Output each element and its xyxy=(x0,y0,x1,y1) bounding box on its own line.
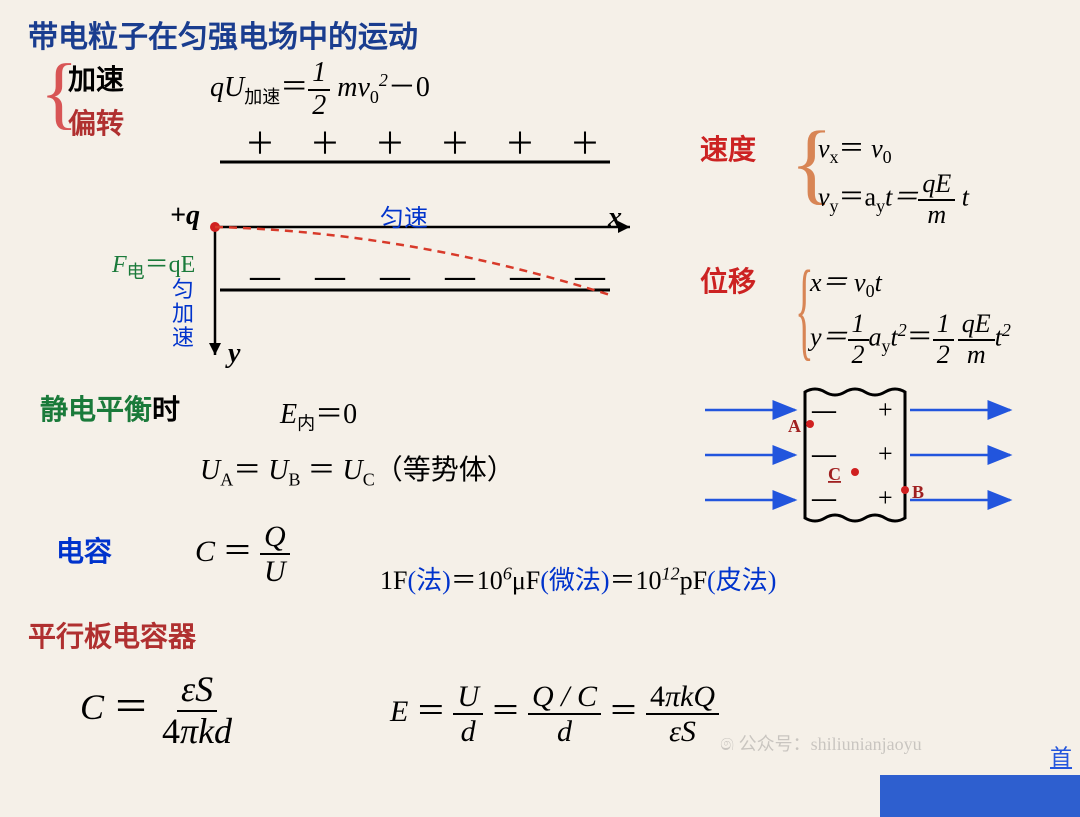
plus-q-label: +q xyxy=(170,200,200,232)
velocity-vx: vx＝ v0 xyxy=(818,128,892,168)
velocity-vy: vy＝ayt＝qEm t xyxy=(818,170,969,229)
x-axis-label: x xyxy=(608,202,622,234)
svg-text:＋: ＋ xyxy=(505,130,535,161)
svg-text:＋: ＋ xyxy=(440,130,470,161)
e-inner-formula: E内＝0 xyxy=(280,392,357,436)
bottom-bar xyxy=(880,775,1080,817)
svg-text:—: — xyxy=(314,260,346,293)
svg-text:+: + xyxy=(878,395,893,424)
deflection-diagram: ＋ ＋ ＋ ＋ ＋ ＋ — — — — — — xyxy=(150,130,640,370)
displacement-y: y＝12ayt2＝12qEmt2 xyxy=(810,310,1011,369)
parallel-plate-e-formula: E ＝ Ud ＝ Q / Cd ＝ 4πkQεS xyxy=(390,680,719,748)
svg-text:—: — xyxy=(811,486,837,512)
svg-text:＋: ＋ xyxy=(375,130,405,161)
capacitance-units: 1F(法)＝106μF(微法)＝1012pF(皮法) xyxy=(380,560,776,597)
page-link: 首 xyxy=(1050,740,1072,772)
accel-label: 加速 xyxy=(68,58,124,98)
svg-text:＋: ＋ xyxy=(570,130,600,161)
displacement-title: 位移 xyxy=(700,260,756,300)
velocity-title: 速度 xyxy=(700,128,756,168)
equilibrium-title: 静电平衡时 xyxy=(40,388,180,428)
svg-text:—: — xyxy=(811,398,837,424)
svg-text:—: — xyxy=(444,260,476,293)
deflect-label: 偏转 xyxy=(68,102,124,142)
svg-text:C: C xyxy=(828,464,841,484)
uniform-accel-label: 匀加速 xyxy=(172,278,196,351)
parallel-plate-c-formula: C ＝ εS4πkd xyxy=(80,670,236,751)
parallel-plate-title: 平行板电容器 xyxy=(28,615,196,655)
svg-text:A: A xyxy=(788,416,801,436)
uniform-speed-label: 匀速 xyxy=(380,198,428,233)
y-axis-label: y xyxy=(228,338,240,370)
svg-text:B: B xyxy=(912,482,924,502)
svg-text:+: + xyxy=(878,483,893,512)
page-title: 带电粒子在匀强电场中的运动 xyxy=(28,12,418,56)
svg-text:—: — xyxy=(379,260,411,293)
svg-text:＋: ＋ xyxy=(310,130,340,161)
accel-formula: qU加速＝12 mv02－0 xyxy=(210,58,430,122)
equilibrium-diagram: — + — + — + A B C xyxy=(700,380,1080,540)
svg-text:＋: ＋ xyxy=(245,130,275,161)
u-equal-formula: UA＝ UB ＝ UC（等势体） xyxy=(200,448,515,491)
capacitance-formula: C ＝ QU xyxy=(195,520,290,588)
displacement-x: x＝ v0t xyxy=(810,262,882,302)
svg-text:—: — xyxy=(249,260,281,293)
watermark: ෧ 公众号：shiliunianjaoyu xyxy=(720,730,922,756)
capacitance-title: 电容 xyxy=(56,530,112,570)
svg-text:+: + xyxy=(878,439,893,468)
svg-text:—: — xyxy=(509,260,541,293)
